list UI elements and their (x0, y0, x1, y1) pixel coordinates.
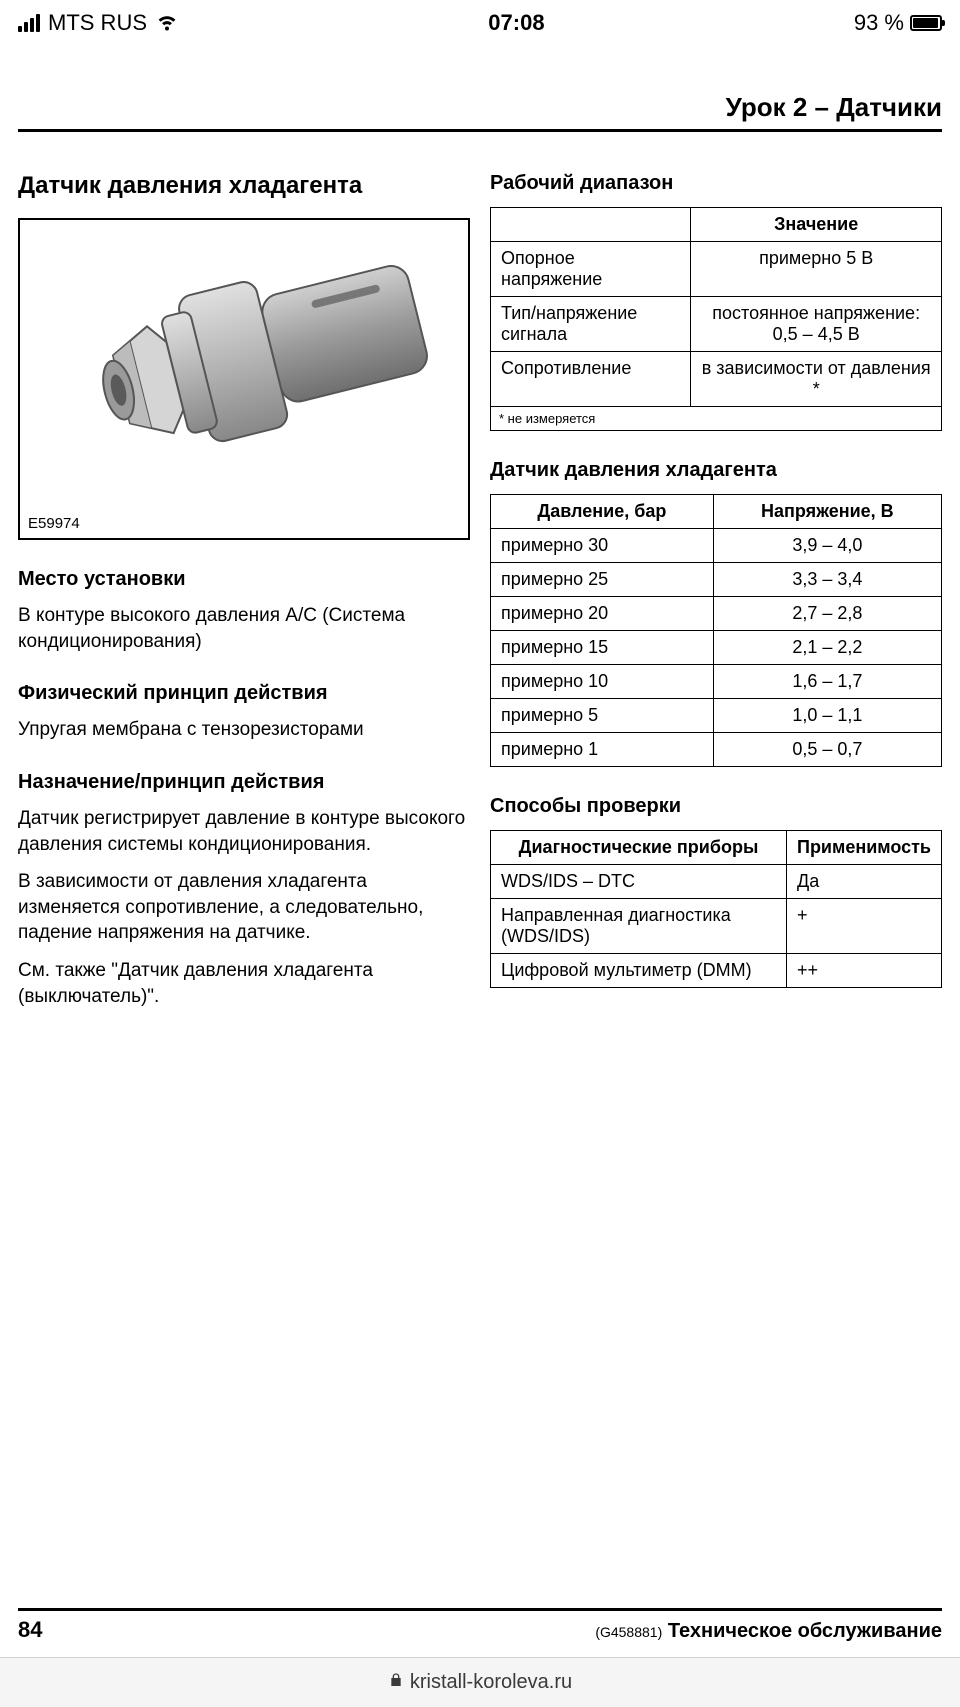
purpose-p3: См. также "Датчик давления хладагента (в… (18, 958, 470, 1009)
doc-code: (G458881) (595, 1624, 662, 1640)
sensor-title: Датчик давления хладагента (18, 172, 470, 200)
physical-heading: Физический принцип действия (18, 682, 470, 705)
status-bar: MTS RUS 07:08 93 % (0, 0, 960, 42)
sensor-figure: E59974 (18, 218, 470, 540)
wifi-icon (155, 8, 179, 38)
clock: 07:08 (488, 10, 544, 36)
range-heading: Рабочий диапазон (490, 172, 942, 195)
location-text: В контуре высокого давления A/C (Система… (18, 603, 470, 654)
pv-heading: Датчик давления хладагента (490, 459, 942, 482)
figure-id: E59974 (24, 509, 464, 534)
table-row: примерно 202,7 – 2,8 (491, 597, 942, 631)
pressure-voltage-table: Давление, барНапряжение, В примерно 303,… (490, 494, 942, 767)
page-number: 84 (18, 1617, 42, 1643)
purpose-p1: Датчик регистрирует давление в контуре в… (18, 806, 470, 857)
table-row: примерно 10,5 – 0,7 (491, 733, 942, 767)
table-row: примерно 101,6 – 1,7 (491, 665, 942, 699)
table-row: Опорное напряжениепримерно 5 В (491, 242, 942, 297)
table-row: WDS/IDS – DTCДа (491, 865, 942, 899)
check-heading: Способы проверки (490, 795, 942, 818)
range-table: Значение Опорное напряжениепримерно 5 В … (490, 207, 942, 431)
table-row: Направленная диагностика (WDS/IDS)+ (491, 899, 942, 954)
table-row: примерно 51,0 – 1,1 (491, 699, 942, 733)
browser-url-bar[interactable]: kristall-koroleva.ru (0, 1657, 960, 1707)
battery-pct: 93 % (854, 10, 904, 36)
footer-title: Техническое обслуживание (668, 1620, 942, 1642)
sensor-illustration (24, 224, 464, 504)
table-footnote: * не измеряется (491, 407, 942, 431)
location-heading: Место установки (18, 568, 470, 591)
page-title: Урок 2 – Датчики (18, 42, 942, 132)
url-text: kristall-koroleva.ru (410, 1671, 572, 1694)
table-row: Сопротивлениев зависимости от давления * (491, 352, 942, 407)
physical-text: Упругая мембрана с тензорезисторами (18, 717, 470, 743)
check-table: Диагностические приборыПрименимость WDS/… (490, 830, 942, 988)
carrier-label: MTS RUS (48, 10, 147, 36)
lock-icon (388, 1671, 404, 1694)
table-row: Цифровой мультиметр (DMM)++ (491, 954, 942, 988)
signal-icon (18, 14, 40, 32)
table-row: примерно 253,3 – 3,4 (491, 563, 942, 597)
table-row: Тип/напряжение сигналапостоянное напряже… (491, 297, 942, 352)
page-footer: 84 (G458881) Техническое обслуживание (18, 1608, 942, 1643)
purpose-p2: В зависимости от давления хладагента изм… (18, 869, 470, 946)
battery-icon (910, 15, 942, 31)
range-col-value: Значение (691, 208, 942, 242)
table-row: примерно 152,1 – 2,2 (491, 631, 942, 665)
purpose-heading: Назначение/принцип действия (18, 771, 470, 794)
table-row: примерно 303,9 – 4,0 (491, 529, 942, 563)
